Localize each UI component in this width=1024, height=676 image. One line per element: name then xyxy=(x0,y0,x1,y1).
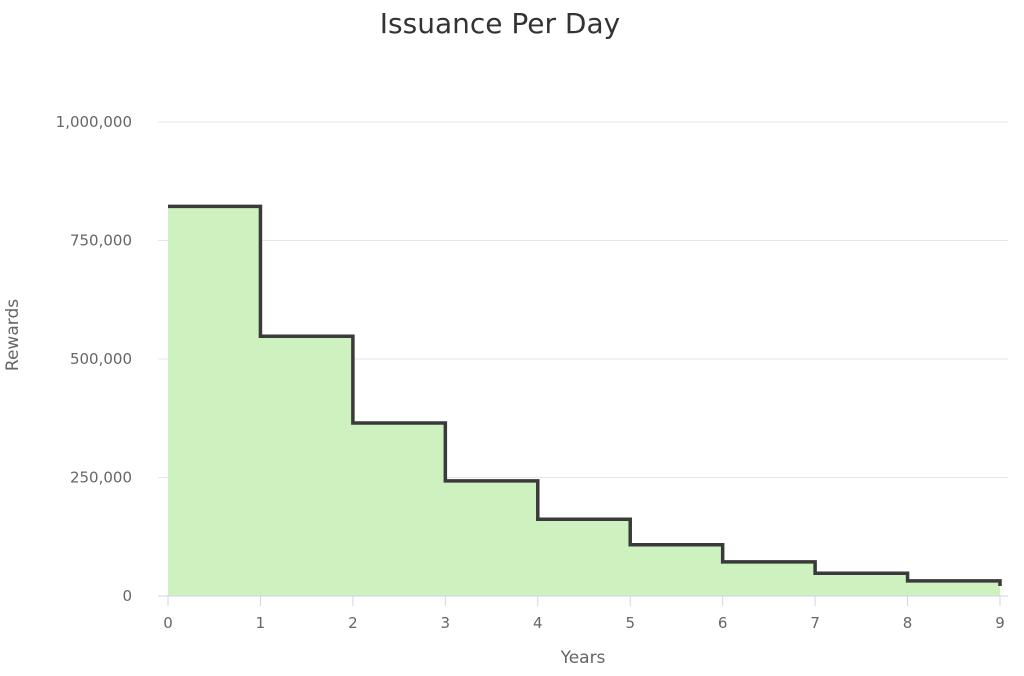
rewards-step-line xyxy=(168,204,1002,587)
x-tick-label: 1 xyxy=(256,614,266,632)
x-tick-label: 9 xyxy=(995,614,1005,632)
y-tick-label: 250,000 xyxy=(70,469,132,487)
x-tick-label: 6 xyxy=(718,614,728,632)
x-axis-label: Years xyxy=(560,648,606,668)
x-tick-label: 3 xyxy=(441,614,451,632)
plot-area xyxy=(168,204,1002,596)
y-tick-label: 500,000 xyxy=(70,350,132,368)
y-axis-ticks: 0 250,000 500,000 750,000 1,000,000 xyxy=(56,113,132,605)
x-tick-label: 2 xyxy=(348,614,358,632)
x-tick-label: 7 xyxy=(810,614,820,632)
y-tick-label: 1,000,000 xyxy=(56,113,132,131)
x-tick-label: 4 xyxy=(533,614,543,632)
x-tick-label: 8 xyxy=(903,614,913,632)
y-tick-label: 750,000 xyxy=(70,232,132,250)
x-axis-ticks: 0 1 2 3 4 5 6 7 8 9 xyxy=(163,596,1005,632)
y-axis-label: Rewards xyxy=(3,299,23,371)
x-tick-label: 5 xyxy=(625,614,635,632)
chart-title: Issuance Per Day xyxy=(380,7,620,40)
x-tick-label: 0 xyxy=(163,614,173,632)
y-tick-label: 0 xyxy=(122,587,132,605)
rewards-area xyxy=(168,206,1000,596)
